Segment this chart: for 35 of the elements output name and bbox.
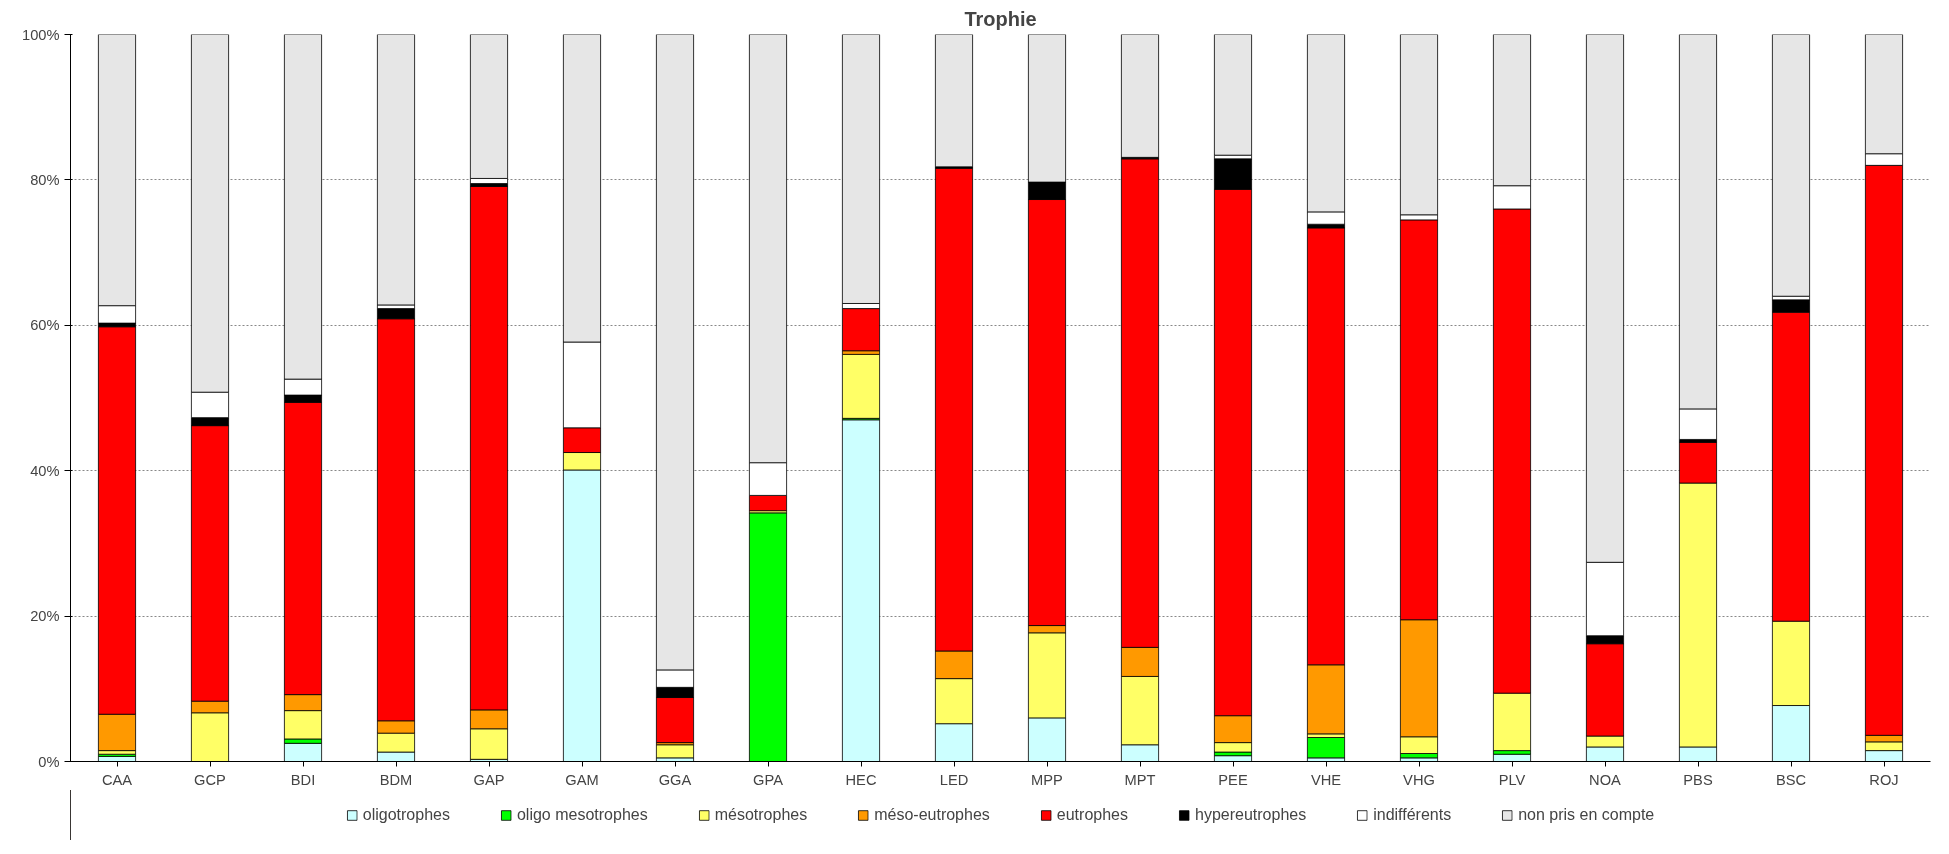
x-tick-label: GCP	[194, 771, 226, 788]
y-tick-label: 40%	[30, 462, 60, 479]
x-tick-label: PLV	[1498, 771, 1526, 788]
x-tick-label: BSC	[1775, 771, 1807, 788]
x-tick-label: ROJ	[1869, 771, 1899, 788]
y-tick-label: 100%	[22, 26, 60, 43]
x-tick-label: GPA	[753, 771, 784, 788]
legend-label: mésotrophes	[714, 806, 808, 824]
x-tick-label: PBS	[1683, 771, 1713, 788]
y-tick-label: 0%	[38, 753, 60, 770]
x-tick-label: NOA	[1589, 771, 1622, 788]
legend-label: hypereutrophes	[1194, 806, 1307, 824]
x-tick-label: VHG	[1403, 771, 1435, 788]
x-tick-label: LED	[939, 771, 969, 788]
legend-label: oligo mesotrophes	[516, 806, 648, 824]
x-tick-label: PEE	[1218, 771, 1248, 788]
x-tick-label: BDI	[290, 771, 316, 788]
x-tick-label: CAA	[101, 771, 133, 788]
x-tick-label: GAP	[473, 771, 505, 788]
x-tick-label: GGA	[658, 771, 692, 788]
y-tick-label: 20%	[30, 608, 60, 625]
y-tick-label: 60%	[30, 317, 60, 334]
legend-label: oligotrophes	[362, 806, 450, 824]
legend-label: eutrophes	[1056, 806, 1128, 824]
x-tick-label: MPT	[1124, 771, 1156, 788]
chart-title: Trophie	[964, 7, 1037, 30]
x-tick-label: HEC	[845, 771, 877, 788]
legend-label: non pris en compte	[1518, 806, 1655, 824]
x-tick-label: BDM	[379, 771, 413, 788]
y-tick-label: 80%	[30, 171, 60, 188]
x-tick-label: GAM	[565, 771, 599, 788]
x-tick-label: VHE	[1310, 771, 1342, 788]
legend-label: indifférents	[1373, 806, 1452, 824]
legend-label: méso-eutrophes	[874, 806, 990, 824]
x-tick-label: MPP	[1031, 771, 1063, 788]
